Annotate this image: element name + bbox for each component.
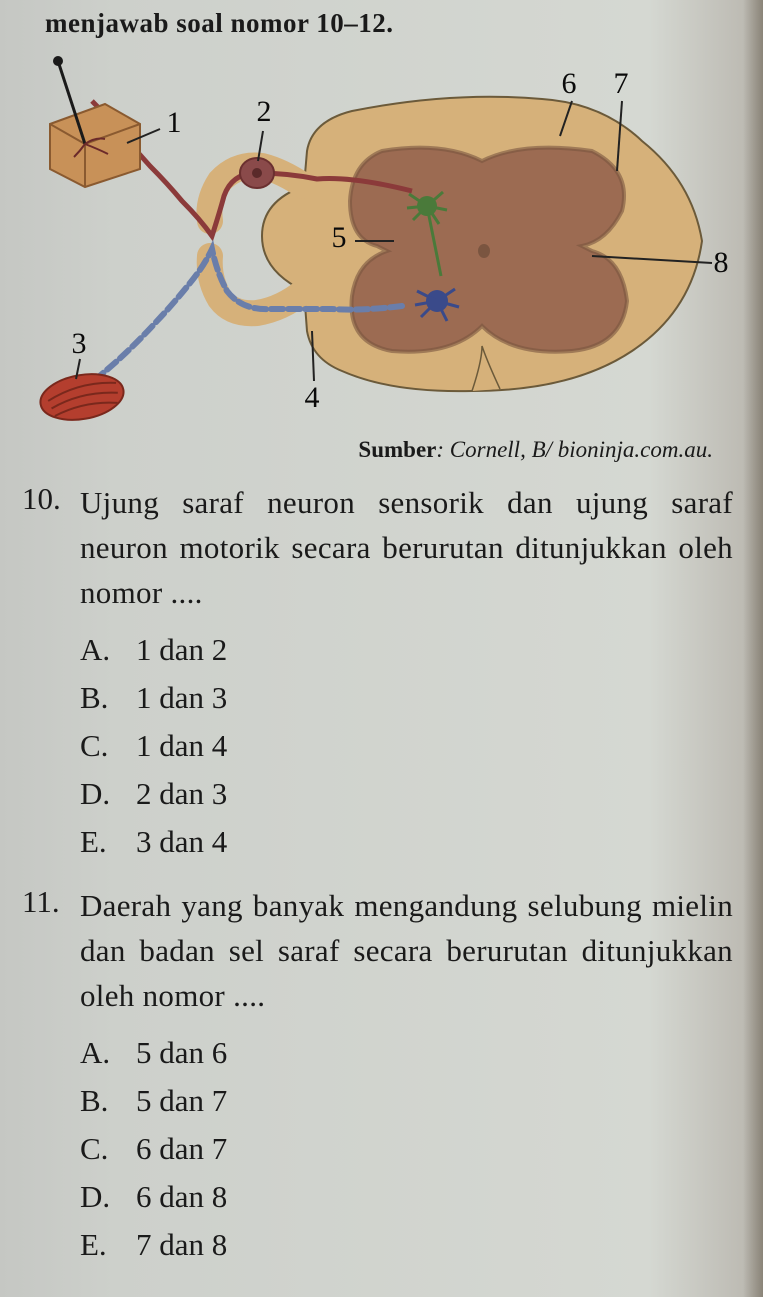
question-options: A.5 dan 6 B.5 dan 7 C.6 dan 7 D.6 dan 8 … bbox=[80, 1029, 733, 1269]
diagram-label-4: 4 bbox=[305, 381, 320, 415]
option-c: C.6 dan 7 bbox=[80, 1125, 733, 1173]
diagram-label-2: 2 bbox=[257, 95, 272, 129]
option-b: B.1 dan 3 bbox=[80, 674, 733, 722]
question-number: 11. bbox=[20, 884, 80, 1269]
header-partial-text: menjawab soal nomor 10–12. bbox=[20, 0, 743, 51]
question-11: 11. Daerah yang banyak mengandung selubu… bbox=[20, 884, 743, 1269]
credit-text: : Cornell, B/ bioninja.com.au. bbox=[436, 437, 713, 462]
question-number: 10. bbox=[20, 481, 80, 866]
credit-label: Sumber bbox=[358, 437, 436, 462]
diagram-credit: Sumber: Cornell, B/ bioninja.com.au. bbox=[20, 437, 743, 463]
diagram-label-3: 3 bbox=[72, 327, 87, 361]
option-a: A.5 dan 6 bbox=[80, 1029, 733, 1077]
option-d: D.6 dan 8 bbox=[80, 1173, 733, 1221]
reflex-arc-diagram: 1 2 3 4 5 6 7 8 bbox=[32, 51, 732, 431]
option-b: B.5 dan 7 bbox=[80, 1077, 733, 1125]
diagram-label-8: 8 bbox=[714, 246, 729, 280]
question-options: A.1 dan 2 B.1 dan 3 C.1 dan 4 D.2 dan 3 … bbox=[80, 626, 733, 866]
skin-receptor bbox=[50, 56, 140, 187]
central-canal bbox=[478, 244, 490, 258]
page-edge-shadow bbox=[743, 0, 763, 1297]
question-10: 10. Ujung saraf neuron sensorik dan ujun… bbox=[20, 481, 743, 866]
diagram-label-7: 7 bbox=[614, 67, 629, 101]
option-c: C.1 dan 4 bbox=[80, 722, 733, 770]
muscle-effector bbox=[36, 368, 126, 426]
diagram-label-6: 6 bbox=[562, 67, 577, 101]
option-e: E.3 dan 4 bbox=[80, 818, 733, 866]
question-stem: Daerah yang banyak mengandung selubung m… bbox=[80, 884, 733, 1019]
diagram-label-5: 5 bbox=[332, 221, 347, 255]
option-a: A.1 dan 2 bbox=[80, 626, 733, 674]
question-stem: Ujung saraf neuron sensorik dan ujung sa… bbox=[80, 481, 733, 616]
diagram-label-1: 1 bbox=[167, 106, 182, 140]
option-d: D.2 dan 3 bbox=[80, 770, 733, 818]
option-e: E.7 dan 8 bbox=[80, 1221, 733, 1269]
